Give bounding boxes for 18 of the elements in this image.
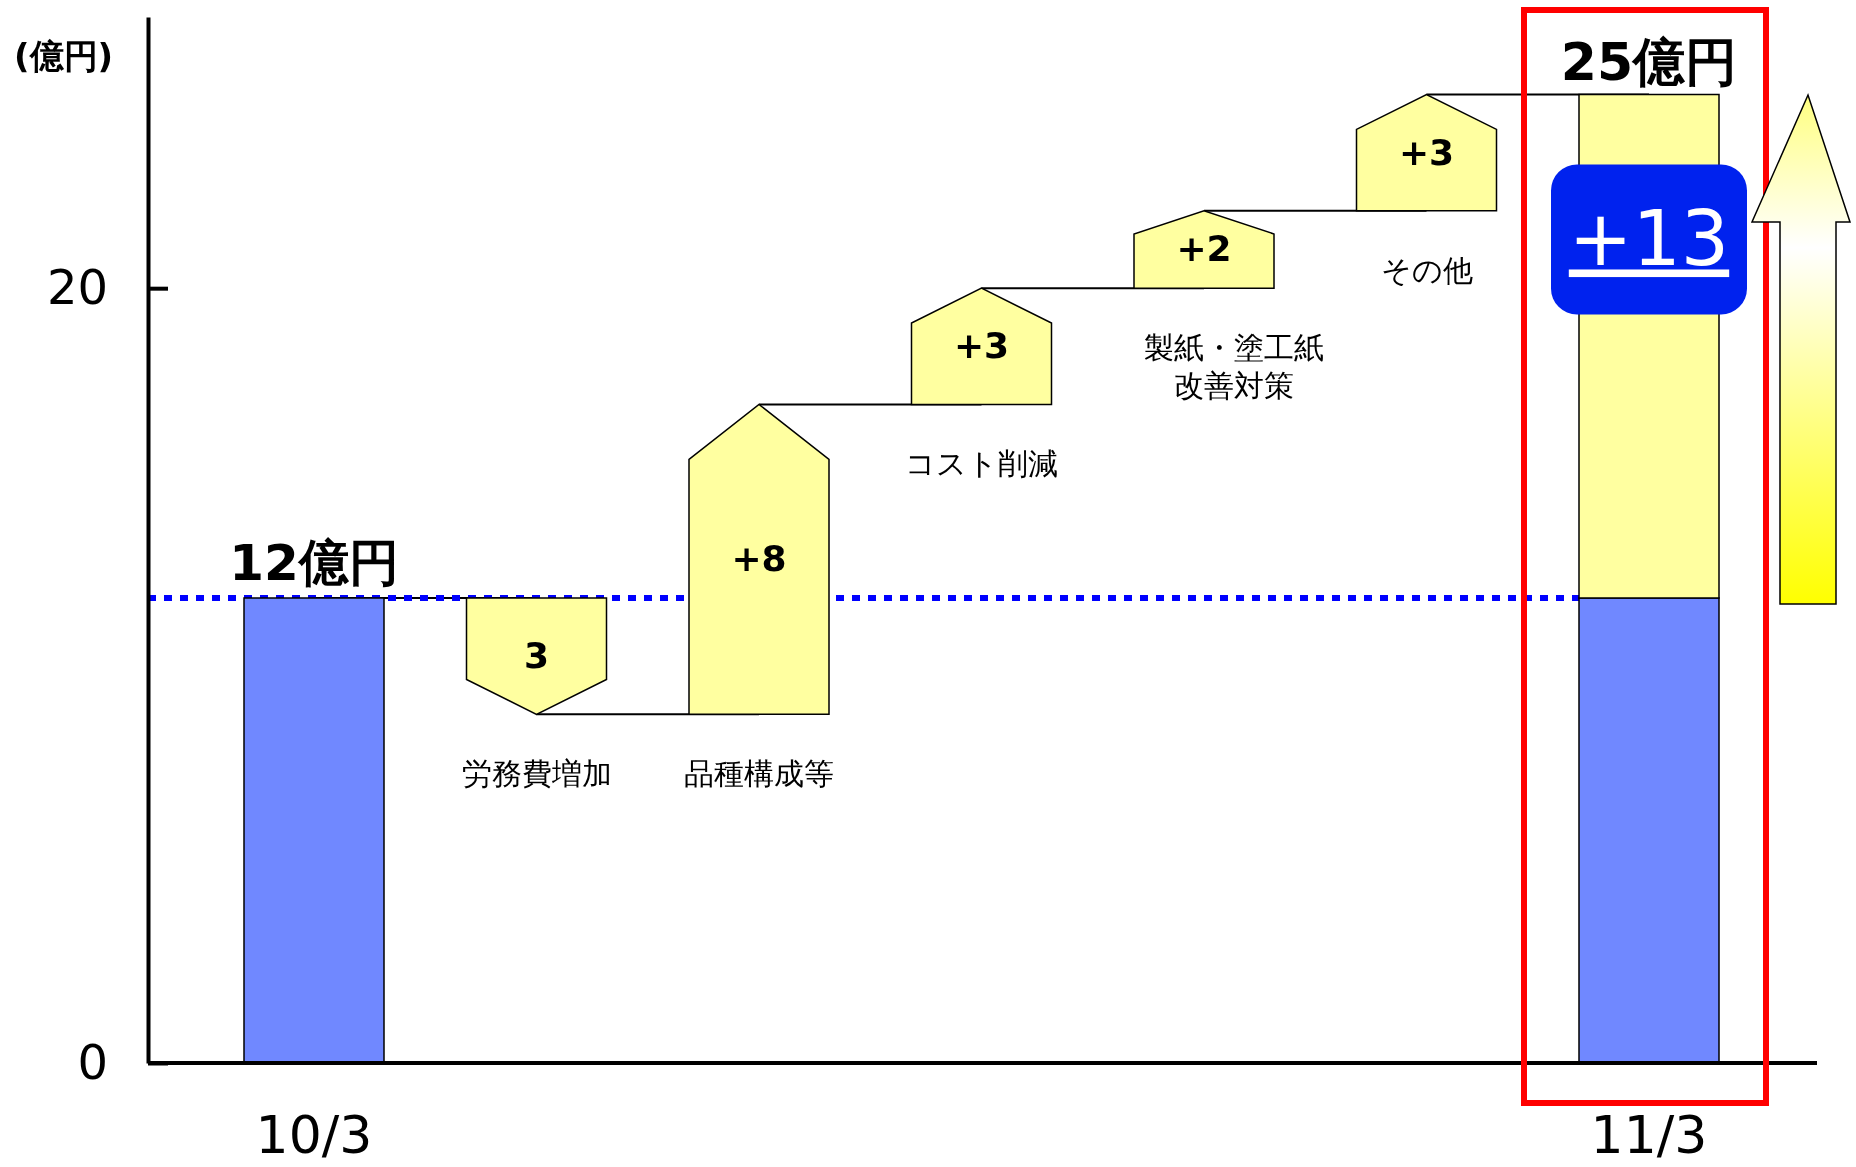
data-label: +8 [731, 538, 787, 580]
data-label: +2 [1176, 228, 1232, 270]
data-label: +3 [953, 325, 1010, 367]
x-tick-label: その他 [1380, 252, 1473, 288]
data-label: +3 [1398, 131, 1455, 173]
y-axis-title: (億円) [14, 36, 114, 76]
data-label: +13 [1568, 194, 1730, 284]
data-label: 3 [523, 635, 550, 677]
y-tick-label: 0 [77, 1033, 108, 1090]
y-tick-label: 20 [46, 259, 108, 316]
x-tick-label: 11/3 [1590, 1105, 1708, 1165]
x-tick-label: 10/3 [255, 1105, 373, 1165]
x-tick-label: 製紙・塗工紙改善対策 [1144, 330, 1324, 404]
x-tick-label: 労務費増加 [461, 756, 612, 792]
data-label: 12億円 [229, 534, 399, 593]
x-tick-label: 品種構成等 [684, 756, 834, 792]
annotation: 25億円 [1560, 32, 1738, 93]
x-tick-label: コスト削減 [905, 446, 1058, 482]
